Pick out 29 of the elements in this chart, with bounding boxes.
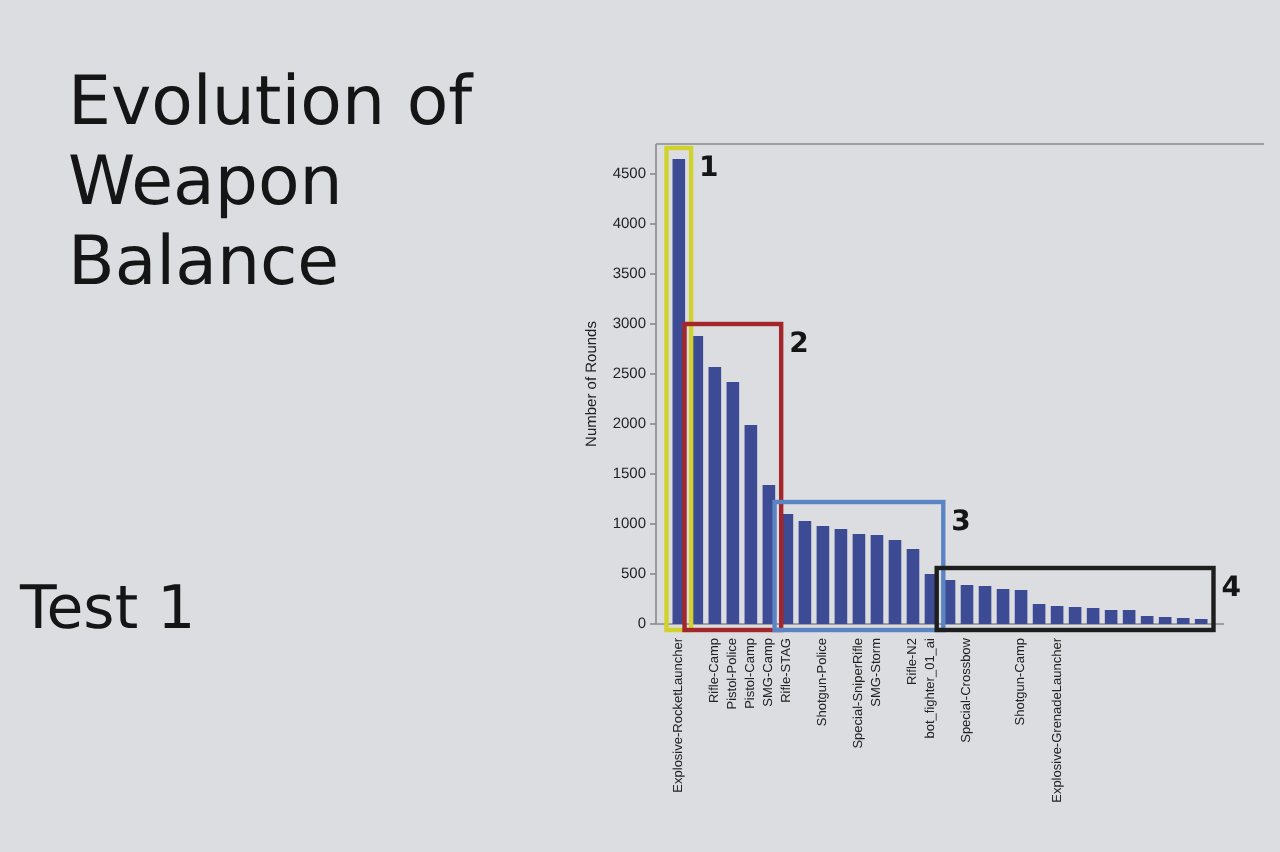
bar [834,529,848,624]
bar [1176,618,1190,624]
annotation: 4 [1221,572,1242,604]
bar [852,534,866,624]
bar [1014,590,1028,624]
annotation: 3 [951,506,971,538]
bar [996,589,1010,624]
bar [816,526,830,624]
bar [1050,606,1064,624]
bar [906,549,920,624]
chart-title: Evolution of Weapon Balance [68,62,475,302]
bar [1104,610,1118,624]
bar [1068,607,1082,624]
bar [888,540,902,624]
bar [708,367,722,624]
bar [1122,610,1136,624]
annotation: 1 [699,152,719,184]
text: Test 1 [18,574,196,644]
bar [1086,608,1100,624]
bar [1140,616,1154,624]
bar [1032,604,1046,624]
bar [978,586,992,624]
bar [960,585,974,624]
bar [870,535,884,624]
bar [798,521,812,624]
bar [726,382,740,624]
annotation: 2 [789,328,809,360]
bar [744,425,758,624]
bar [1158,617,1172,624]
